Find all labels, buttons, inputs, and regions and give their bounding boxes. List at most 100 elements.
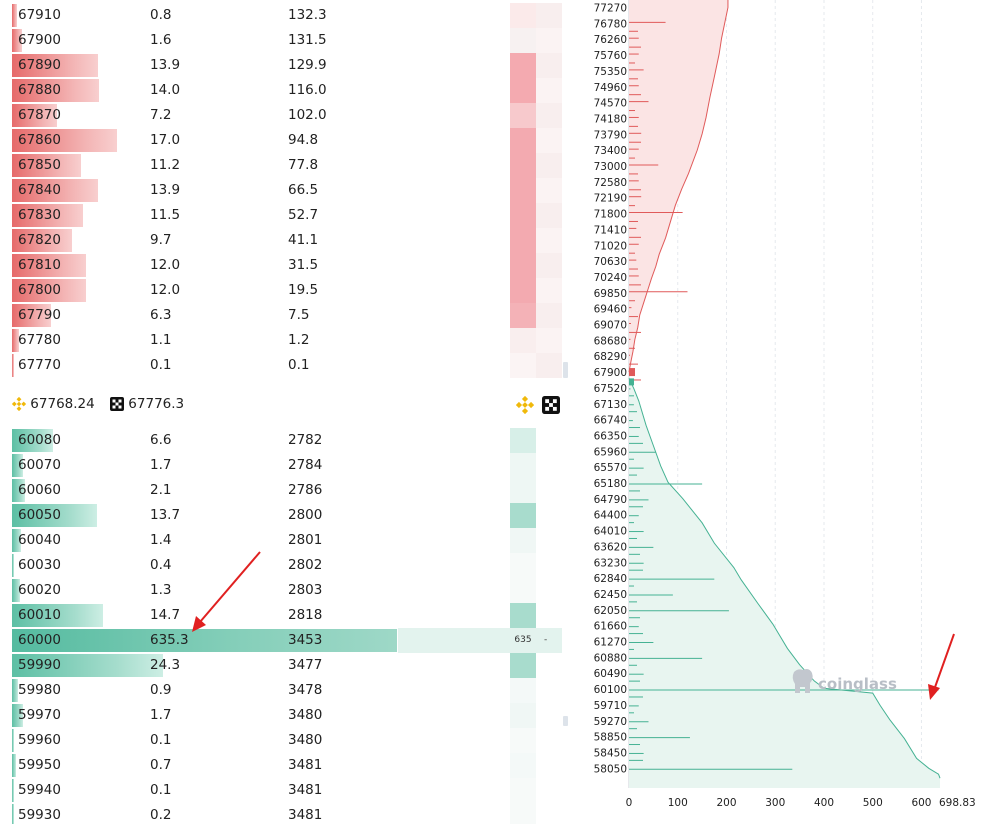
ask-row[interactable]: 67780 1.1 1.2 (12, 328, 568, 353)
y-tick-label: 74960 (594, 82, 627, 94)
bid-row[interactable]: 59970 1.7 3480 (12, 703, 568, 728)
y-tick-label: 75350 (594, 66, 627, 78)
ask-heat-cell-2 (536, 128, 562, 153)
binance-column-icon (516, 396, 534, 414)
y-tick-label: 65180 (594, 478, 627, 490)
ask-heat-cell-2 (536, 53, 562, 78)
bid-row[interactable]: 59950 0.7 3481 (12, 753, 568, 778)
bid-total: 3481 (288, 757, 323, 773)
bid-row[interactable]: 60080 6.6 2782 (12, 428, 568, 453)
ask-total: 132.3 (288, 7, 327, 23)
y-tick-label: 71410 (594, 224, 627, 236)
ask-price: 67830 (18, 207, 61, 223)
x-tick-label: 200 (716, 797, 736, 809)
y-tick-label: 71800 (594, 209, 627, 221)
ask-depth-bar (12, 204, 84, 227)
ask-row[interactable]: 67810 12.0 31.5 (12, 253, 568, 278)
y-tick-label: 63230 (594, 557, 627, 569)
bid-row[interactable]: 60020 1.3 2803 (12, 578, 568, 603)
ask-heat-cell-2 (536, 228, 562, 253)
ask-price: 67890 (18, 57, 61, 73)
ask-total: 41.1 (288, 232, 319, 248)
x-tick-label: 600 (911, 797, 931, 809)
ask-total: 102.0 (288, 107, 327, 123)
bid-row[interactable]: 60070 1.7 2784 (12, 453, 568, 478)
bid-total: 2803 (288, 582, 323, 598)
y-tick-label: 66350 (594, 430, 627, 442)
ask-depth-bar (12, 29, 22, 52)
bid-row[interactable]: 60050 13.7 2800 (12, 503, 568, 528)
bid-row[interactable]: 59960 0.1 3480 (12, 728, 568, 753)
coinglass-logo-icon (792, 669, 813, 693)
ask-total: 129.9 (288, 57, 327, 73)
y-tick-label: 65960 (594, 446, 627, 458)
mid-marker-bid (629, 378, 634, 386)
y-tick-label: 72190 (594, 193, 627, 205)
bid-heat-cell (510, 703, 536, 728)
bid-row-wall[interactable]: 60000 635.3 3453 (12, 628, 568, 653)
ask-depth-bar (12, 54, 99, 77)
bid-row[interactable]: 59940 0.1 3481 (12, 778, 568, 803)
bid-row[interactable]: 60060 2.1 2786 (12, 478, 568, 503)
y-tick-label: 60100 (594, 684, 627, 696)
y-tick-label: 61270 (594, 637, 627, 649)
bid-price: 59950 (18, 757, 61, 773)
ask-heat-cell (510, 28, 536, 53)
y-tick-label: 58050 (594, 763, 627, 775)
bid-row[interactable]: 59930 0.2 3481 (12, 803, 568, 824)
ask-row[interactable]: 67860 17.0 94.8 (12, 128, 568, 153)
ask-scrollbar[interactable] (563, 362, 568, 378)
bid-row[interactable]: 60010 14.7 2818 (12, 603, 568, 628)
bid-heat-cell (510, 553, 536, 578)
ask-row[interactable]: 67840 13.9 66.5 (12, 178, 568, 203)
bid-price: 59930 (18, 807, 61, 823)
okx-price-value: 67776.3 (128, 396, 185, 412)
bid-depth-line (628, 378, 941, 779)
binance-icon (12, 397, 26, 411)
ask-total: 52.7 (288, 207, 319, 223)
ask-size: 0.8 (150, 7, 172, 23)
ask-row[interactable]: 67890 13.9 129.9 (12, 53, 568, 78)
ask-size: 6.3 (150, 307, 172, 323)
depth-chart: 77270 76780 76260 75760 75350 74960 74570 74180… (572, 0, 992, 824)
bid-total: 3481 (288, 807, 323, 823)
bid-row[interactable]: 60030 0.4 2802 (12, 553, 568, 578)
ask-row[interactable]: 67880 14.0 116.0 (12, 78, 568, 103)
ask-row[interactable]: 67820 9.7 41.1 (12, 228, 568, 253)
ask-depth-bar (12, 229, 73, 252)
bid-depth-area (629, 378, 940, 788)
bid-row[interactable]: 59990 24.3 3477 (12, 653, 568, 678)
bid-size: 0.1 (150, 782, 172, 798)
ask-depth-bar (12, 304, 52, 327)
ask-price: 67770 (18, 357, 61, 373)
ask-row[interactable]: 67790 6.3 7.5 (12, 303, 568, 328)
y-tick-label: 75760 (594, 50, 627, 62)
bid-price: 60020 (18, 582, 61, 598)
bid-row[interactable]: 59980 0.9 3478 (12, 678, 568, 703)
ask-row[interactable]: 67770 0.1 0.1 (12, 353, 568, 378)
y-tick-label: 68290 (594, 351, 627, 363)
ask-row[interactable]: 67800 12.0 19.5 (12, 278, 568, 303)
bid-price: 60050 (18, 507, 61, 523)
bid-total: 3480 (288, 707, 323, 723)
bid-scrollbar[interactable] (563, 716, 568, 726)
ask-depth-line (628, 0, 729, 373)
ask-row[interactable]: 67910 0.8 132.3 (12, 3, 568, 28)
ask-row[interactable]: 67870 7.2 102.0 (12, 103, 568, 128)
ask-heat-cell-2 (536, 28, 562, 53)
ask-row[interactable]: 67830 11.5 52.7 (12, 203, 568, 228)
ask-row[interactable]: 67900 1.6 131.5 (12, 28, 568, 53)
bid-row[interactable]: 60040 1.4 2801 (12, 528, 568, 553)
ask-total: 94.8 (288, 132, 319, 148)
annotation-arrow-orderbook (192, 551, 261, 632)
mid-marker-ask (629, 368, 635, 377)
okx-icon (110, 397, 124, 411)
ask-row[interactable]: 67850 11.2 77.8 (12, 153, 568, 178)
ask-total: 116.0 (288, 82, 327, 98)
ask-size: 11.5 (150, 207, 181, 223)
y-tick-label: 60880 (594, 652, 627, 664)
ask-depth-area (629, 0, 728, 373)
ask-size: 0.1 (150, 357, 172, 373)
y-tick-label: 67130 (594, 399, 627, 411)
bid-size: 1.7 (150, 457, 172, 473)
